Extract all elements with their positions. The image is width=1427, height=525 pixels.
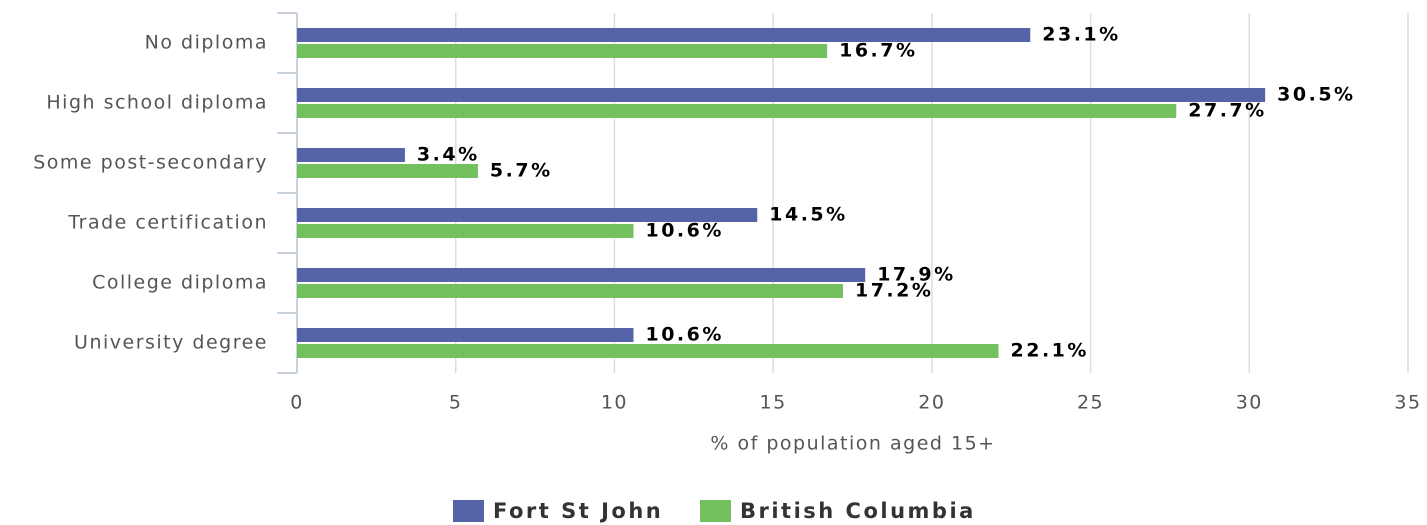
bar xyxy=(297,208,758,222)
value-label: 27.7% xyxy=(1188,100,1266,122)
y-tick-label: No diploma xyxy=(145,32,268,54)
bar xyxy=(297,164,478,178)
value-label: 17.2% xyxy=(855,280,933,302)
legend-swatch xyxy=(453,500,484,522)
y-tick-label: High school diploma xyxy=(46,92,268,114)
bar xyxy=(297,328,634,342)
x-tick-label: 25 xyxy=(1077,392,1104,414)
legend-label: British Columbia xyxy=(740,499,976,523)
legend-label: Fort St John xyxy=(493,499,663,523)
bar xyxy=(297,224,634,238)
bar xyxy=(297,88,1266,102)
x-tick-label: 10 xyxy=(601,392,628,414)
x-tick-label: 5 xyxy=(449,392,463,414)
bar xyxy=(297,284,843,298)
bar xyxy=(297,28,1031,42)
bar xyxy=(297,148,405,162)
value-label: 14.5% xyxy=(769,204,847,226)
legend-swatch xyxy=(700,500,731,522)
bar xyxy=(297,44,828,58)
x-tick-label: 20 xyxy=(918,392,945,414)
y-tick-label: University degree xyxy=(74,332,268,354)
value-label: 5.7% xyxy=(490,160,553,182)
bar xyxy=(297,104,1177,118)
value-label: 22.1% xyxy=(1011,340,1089,362)
value-label: 23.1% xyxy=(1042,24,1120,46)
x-tick-label: 15 xyxy=(760,392,787,414)
value-label: 10.6% xyxy=(645,324,723,346)
value-label: 3.4% xyxy=(417,144,480,166)
value-label: 10.6% xyxy=(645,220,723,242)
value-label: 16.7% xyxy=(839,40,917,62)
bar xyxy=(297,344,999,358)
y-tick-label: College diploma xyxy=(92,272,268,294)
x-tick-label: 35 xyxy=(1394,392,1421,414)
value-label: 30.5% xyxy=(1277,84,1355,106)
y-tick-label: Trade certification xyxy=(67,212,268,234)
y-tick-label: Some post-secondary xyxy=(33,152,268,174)
x-tick-label: 30 xyxy=(1236,392,1263,414)
x-tick-label: 0 xyxy=(290,392,304,414)
bar xyxy=(297,268,866,282)
value-label: 17.9% xyxy=(877,264,955,286)
x-axis-title: % of population aged 15+ xyxy=(710,433,995,455)
